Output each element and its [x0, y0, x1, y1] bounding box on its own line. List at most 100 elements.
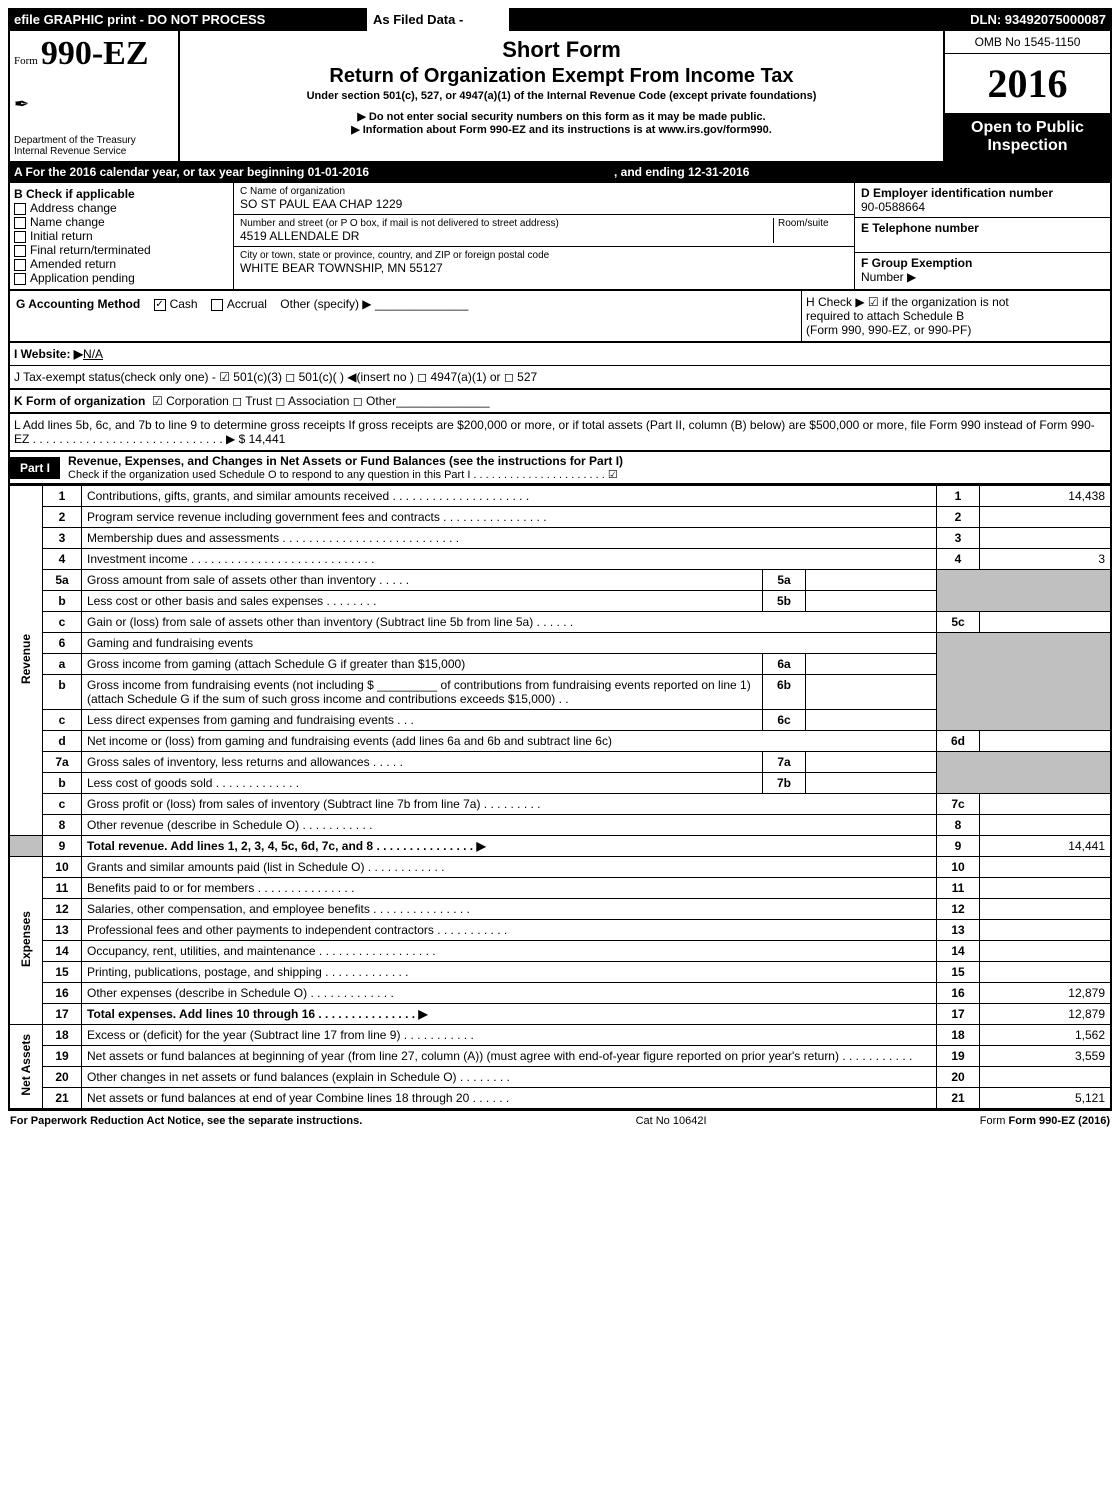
- line2-box: 2: [937, 507, 980, 528]
- checkbox-initial-return[interactable]: [14, 231, 26, 243]
- section-b: B Check if applicable Address change Nam…: [10, 183, 234, 289]
- line6-num: 6: [43, 633, 82, 654]
- checkbox-name-change[interactable]: [14, 217, 26, 229]
- omb-number: OMB No 1545-1150: [945, 31, 1110, 54]
- topbar-left: efile GRAPHIC print - DO NOT PROCESS: [8, 8, 365, 31]
- checkbox-pending[interactable]: [14, 273, 26, 285]
- checkbox-cash[interactable]: [154, 299, 166, 311]
- line10-desc: Grants and similar amounts paid (list in…: [82, 857, 937, 878]
- line6a-num: a: [43, 654, 82, 675]
- line6c-desc: Less direct expenses from gaming and fun…: [82, 710, 763, 731]
- line5c-val: [980, 612, 1112, 633]
- line15-val: [980, 962, 1112, 983]
- g-accrual: Accrual: [227, 297, 267, 311]
- checkbox-final-return[interactable]: [14, 245, 26, 257]
- line5b-ival: [806, 591, 937, 612]
- part1-header: Part I Revenue, Expenses, and Changes in…: [8, 452, 1112, 485]
- line21-num: 21: [43, 1088, 82, 1110]
- topbar-right: DLN: 93492075000087: [511, 8, 1112, 31]
- line6b-desc: Gross income from fundraising events (no…: [82, 675, 763, 710]
- g-other: Other (specify) ▶: [280, 297, 371, 311]
- row-l: L Add lines 5b, 6c, and 7b to line 9 to …: [8, 414, 1112, 452]
- h-line1: H Check ▶ ☑ if the organization is not: [806, 295, 1106, 309]
- line5a-desc: Gross amount from sale of assets other t…: [82, 570, 763, 591]
- line12-box: 12: [937, 899, 980, 920]
- k-opts: ☑ Corporation ◻ Trust ◻ Association ◻ Ot…: [152, 394, 396, 408]
- line13-desc: Professional fees and other payments to …: [82, 920, 937, 941]
- line16-box: 16: [937, 983, 980, 1004]
- line6d-num: d: [43, 731, 82, 752]
- line7b-num: b: [43, 773, 82, 794]
- line4-desc: Investment income . . . . . . . . . . . …: [82, 549, 937, 570]
- line5c-desc: Gain or (loss) from sale of assets other…: [82, 612, 937, 633]
- i-label: I Website: ▶: [14, 347, 83, 361]
- section-a-bar: A For the 2016 calendar year, or tax yea…: [8, 163, 1112, 183]
- line13-num: 13: [43, 920, 82, 941]
- cb-label-1: Name change: [30, 215, 105, 229]
- line6c-num: c: [43, 710, 82, 731]
- l-text: L Add lines 5b, 6c, and 7b to line 9 to …: [14, 418, 1106, 446]
- line16-num: 16: [43, 983, 82, 1004]
- side-rev-end: [9, 836, 43, 857]
- line17-box: 17: [937, 1004, 980, 1025]
- row-gh: G Accounting Method Cash Accrual Other (…: [8, 291, 1112, 343]
- checkbox-amended[interactable]: [14, 259, 26, 271]
- line8-box: 8: [937, 815, 980, 836]
- row-h: H Check ▶ ☑ if the organization is not r…: [801, 291, 1110, 341]
- line10-num: 10: [43, 857, 82, 878]
- header-left: Form 990-EZ ✒ Department of the Treasury…: [10, 31, 180, 161]
- h-line3: (Form 990, 990-EZ, or 990-PF): [806, 323, 1106, 337]
- header-center: Short Form Return of Organization Exempt…: [180, 31, 943, 161]
- line18-val: 1,562: [980, 1025, 1112, 1046]
- line17-num: 17: [43, 1004, 82, 1025]
- line7b-ibox: 7b: [763, 773, 806, 794]
- f-label: F Group Exemption: [861, 256, 1104, 270]
- line6-desc: Gaming and fundraising events: [82, 633, 937, 654]
- line6b-num: b: [43, 675, 82, 710]
- line6b-ival: [806, 675, 937, 710]
- f-sub: Number ▶: [861, 270, 1104, 284]
- line5b-desc: Less cost or other basis and sales expen…: [82, 591, 763, 612]
- line12-val: [980, 899, 1112, 920]
- open-line1: Open to Public: [947, 119, 1108, 137]
- line7a-ibox: 7a: [763, 752, 806, 773]
- line6c-ival: [806, 710, 937, 731]
- line5a-num: 5a: [43, 570, 82, 591]
- g-cash: Cash: [170, 297, 198, 311]
- line18-desc: Excess or (deficit) for the year (Subtra…: [82, 1025, 937, 1046]
- line13-box: 13: [937, 920, 980, 941]
- line18-box: 18: [937, 1025, 980, 1046]
- checkbox-accrual[interactable]: [211, 299, 223, 311]
- footer-mid: Cat No 10642I: [636, 1115, 707, 1127]
- tax-year: 2016: [945, 54, 1110, 113]
- line7b-desc: Less cost of goods sold . . . . . . . . …: [82, 773, 763, 794]
- line9-box: 9: [937, 836, 980, 857]
- top-bar: efile GRAPHIC print - DO NOT PROCESS As …: [8, 8, 1112, 31]
- c-label: C Name of organization: [240, 186, 848, 197]
- cb-label-3: Final return/terminated: [30, 243, 151, 257]
- checkbox-address-change[interactable]: [14, 203, 26, 215]
- cb-label-2: Initial return: [30, 229, 93, 243]
- ein-value: 90-0588664: [861, 200, 1104, 214]
- part1-sub: Check if the organization used Schedule …: [68, 468, 1102, 481]
- note-ssn: ▶ Do not enter social security numbers o…: [188, 110, 935, 123]
- line5c-num: c: [43, 612, 82, 633]
- i-value: N/A: [83, 347, 103, 361]
- line11-box: 11: [937, 878, 980, 899]
- line4-val: 3: [980, 549, 1112, 570]
- part1-table: Revenue 1 Contributions, gifts, grants, …: [8, 485, 1112, 1110]
- line1-desc: Contributions, gifts, grants, and simila…: [82, 486, 937, 507]
- line12-desc: Salaries, other compensation, and employ…: [82, 899, 937, 920]
- line15-num: 15: [43, 962, 82, 983]
- line3-num: 3: [43, 528, 82, 549]
- line20-num: 20: [43, 1067, 82, 1088]
- street-label: Number and street (or P O box, if mail i…: [240, 218, 773, 229]
- form-header: Form 990-EZ ✒ Department of the Treasury…: [8, 31, 1112, 163]
- line10-box: 10: [937, 857, 980, 878]
- line7b-ival: [806, 773, 937, 794]
- section-def: D Employer identification number 90-0588…: [854, 183, 1110, 289]
- row-k: K Form of organization ☑ Corporation ◻ T…: [8, 390, 1112, 414]
- street-value: 4519 ALLENDALE DR: [240, 229, 773, 243]
- irs-label: Internal Revenue Service: [14, 146, 174, 157]
- row-i: I Website: ▶ N/A: [8, 343, 1112, 365]
